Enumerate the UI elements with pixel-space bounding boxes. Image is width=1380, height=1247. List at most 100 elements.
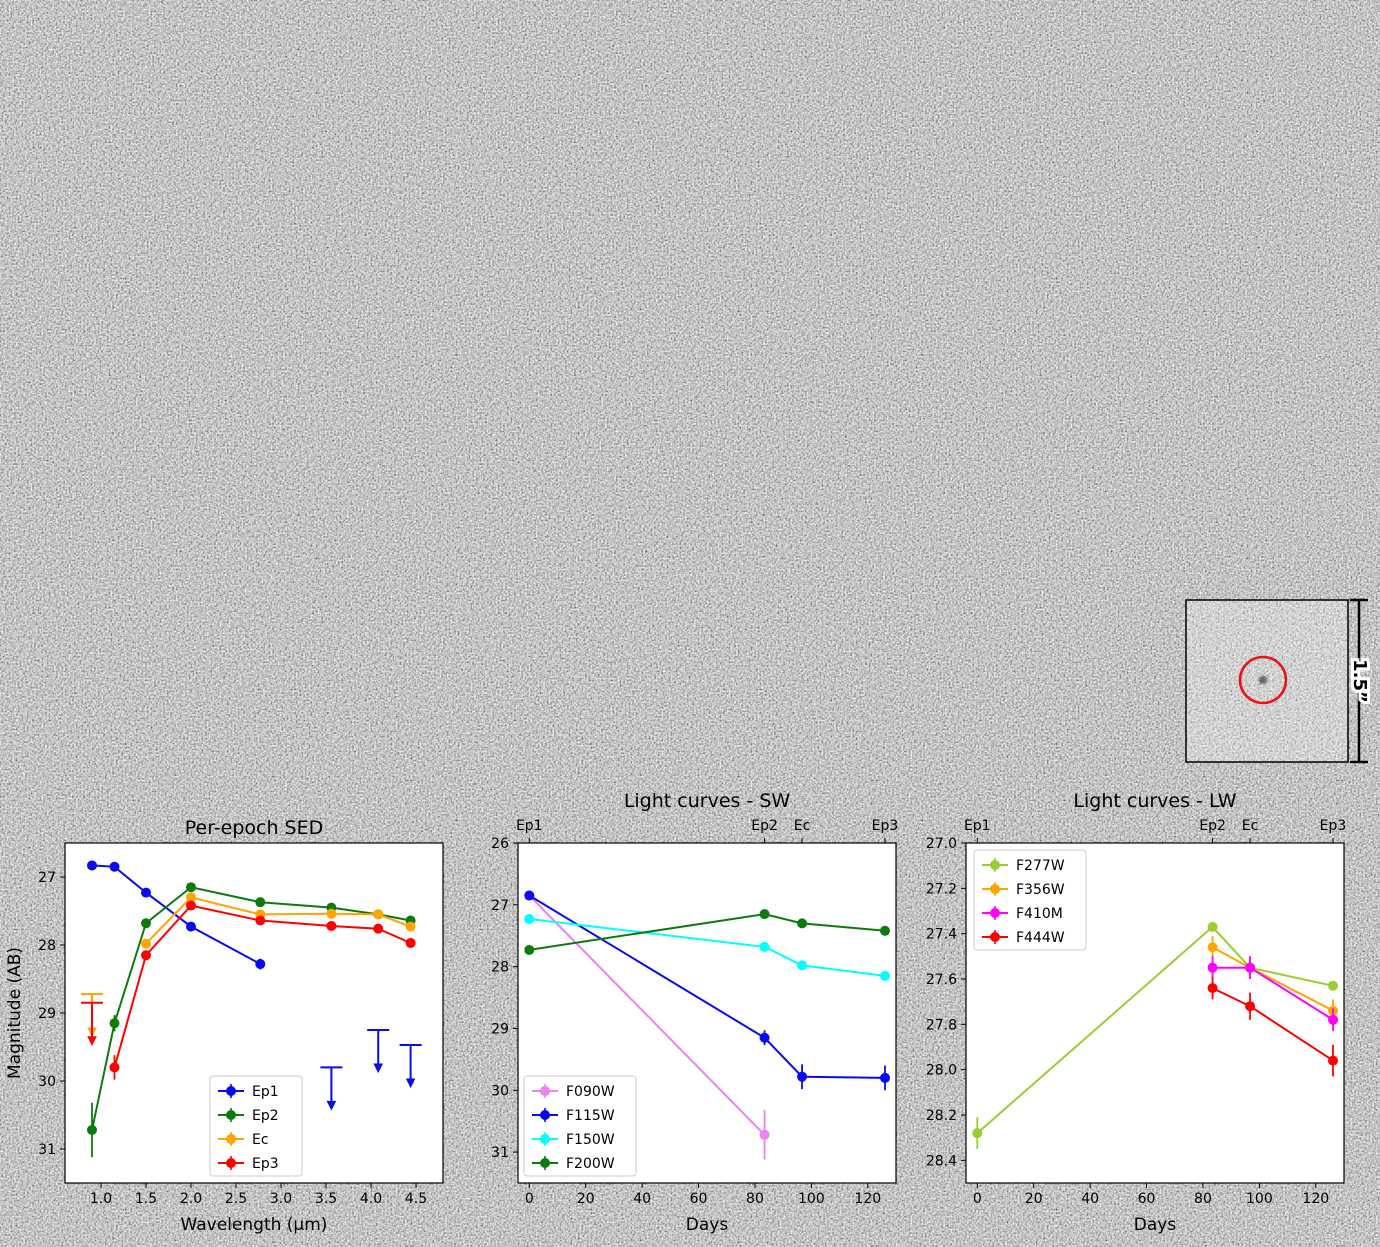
upper-limit xyxy=(320,1066,343,1111)
data-point xyxy=(759,1032,770,1043)
data-point xyxy=(797,1071,808,1082)
x-tick-label: 1.0 xyxy=(90,1191,112,1207)
y-tick-label: 31 xyxy=(38,1142,56,1158)
y-tick-label: 27.8 xyxy=(926,1017,957,1033)
diff-source-core xyxy=(442,674,454,686)
series-f200w xyxy=(524,909,890,955)
x-tick-label: 100 xyxy=(798,1191,825,1207)
legend-marker xyxy=(990,908,1000,918)
data-point xyxy=(797,960,808,971)
data-point xyxy=(879,925,890,936)
x-tick-label: 40 xyxy=(1081,1191,1099,1207)
diff-source-core xyxy=(1095,675,1105,685)
legend-marker xyxy=(226,1134,236,1144)
diff-cutout-frame xyxy=(1185,599,1349,763)
aperture-circle xyxy=(1075,655,1125,705)
faint-galaxy xyxy=(662,70,668,76)
faint-galaxy xyxy=(900,121,910,129)
series-f410m xyxy=(1207,956,1338,1032)
diff-cutout xyxy=(207,415,371,579)
data-point xyxy=(186,900,196,911)
top-tick-label: Ep2 xyxy=(751,818,778,834)
series-line xyxy=(528,894,886,1079)
y-tick-label: 27.4 xyxy=(926,927,957,943)
host-galaxy xyxy=(414,195,526,255)
diff-cutout-frame xyxy=(370,415,534,579)
legend-label: F150W xyxy=(566,1132,615,1148)
diff-source-blob xyxy=(1258,675,1268,685)
y-tick-label: 29 xyxy=(38,1006,56,1022)
y-tick-label: 27 xyxy=(491,898,509,914)
y-tick-label: 27.2 xyxy=(926,881,957,897)
diff-row: Ep2−Ep3 1.5” xyxy=(17,598,1373,764)
legend-frame xyxy=(973,849,1087,951)
x-tick-label: 2.0 xyxy=(180,1191,202,1207)
host-galaxy xyxy=(1070,195,1182,255)
aperture-circle xyxy=(749,655,799,705)
x-tick-label: 3.0 xyxy=(270,1191,292,1207)
series-ep3 xyxy=(109,900,416,1080)
data-point xyxy=(186,882,196,893)
legend-frame xyxy=(523,1075,637,1177)
diff-source-core xyxy=(605,674,617,686)
diff-cutout xyxy=(1022,415,1186,579)
legend-label: F200W xyxy=(566,1156,615,1172)
diff-cutout-frame xyxy=(533,415,697,579)
x-tick-label: 60 xyxy=(690,1191,708,1207)
diff-cutout-frame xyxy=(207,415,371,579)
legend-marker xyxy=(226,1158,236,1168)
series-f277w xyxy=(972,921,1338,1149)
legend-label: Ec xyxy=(252,1132,269,1148)
x-tick-label: 4.0 xyxy=(360,1191,382,1207)
filter-label: F090W xyxy=(93,389,166,413)
diff-source-blob xyxy=(120,677,126,683)
transient-source xyxy=(1180,213,1188,221)
data-point xyxy=(1207,942,1218,953)
data-point xyxy=(1327,980,1338,991)
faint-galaxy xyxy=(826,320,840,330)
series-line xyxy=(528,894,766,1136)
x-tick-label: 0 xyxy=(973,1191,982,1207)
data-point xyxy=(1327,1014,1338,1025)
diff-cutout-frame xyxy=(207,599,371,763)
top-tick-label: Ec xyxy=(1242,818,1259,834)
data-point xyxy=(326,908,337,919)
legend-label: F277W xyxy=(1016,858,1065,874)
chart-lc-sw: Light curves - SW 0 20 40 60 80 100 120 26 27 28 29… xyxy=(491,790,898,1235)
top-tick-label: Ep2 xyxy=(1199,818,1226,834)
data-point xyxy=(141,918,151,929)
aperture-circle xyxy=(260,655,310,705)
compass-north-label: N xyxy=(97,62,112,83)
diff-cutout xyxy=(207,599,371,763)
faint-galaxy xyxy=(498,320,512,330)
upper-limit xyxy=(81,1001,103,1046)
diff-source-core xyxy=(1257,490,1269,502)
x-tick-label: 2.5 xyxy=(225,1191,247,1207)
diff-source-core xyxy=(1259,676,1267,684)
diff-cutout xyxy=(533,599,697,763)
legend-marker xyxy=(540,1086,550,1096)
diff-source-blob xyxy=(282,493,288,499)
diff-cutout-frame xyxy=(859,599,1023,763)
top-tick-label: Ep3 xyxy=(1320,818,1347,834)
legend-label: F356W xyxy=(1016,882,1065,898)
filter-label: F444W xyxy=(1233,389,1306,413)
diff-source-core xyxy=(769,675,779,685)
diff-source-core xyxy=(933,676,941,684)
data-point xyxy=(1245,1001,1256,1012)
aperture-circle xyxy=(1075,471,1125,521)
x-tick-label: 80 xyxy=(746,1191,764,1207)
y-tick-label: 29 xyxy=(491,1021,509,1037)
data-point xyxy=(186,921,196,932)
upper-limit-arrowhead xyxy=(405,1078,416,1089)
chart-lc-lw: Light curves - LW 0 20 40 60 80 100 120 27.0 27.2… xyxy=(926,790,1346,1235)
aperture-circle xyxy=(423,655,473,705)
data-point xyxy=(524,914,535,925)
filter-label: F410M xyxy=(1071,389,1141,413)
epoch-title-days: 0.0 Days xyxy=(152,27,248,51)
diff-cutout-wash xyxy=(208,416,370,578)
series-ec xyxy=(141,892,416,949)
epoch-title-name: Epoch 1 xyxy=(158,3,242,27)
faint-galaxy xyxy=(990,70,996,76)
